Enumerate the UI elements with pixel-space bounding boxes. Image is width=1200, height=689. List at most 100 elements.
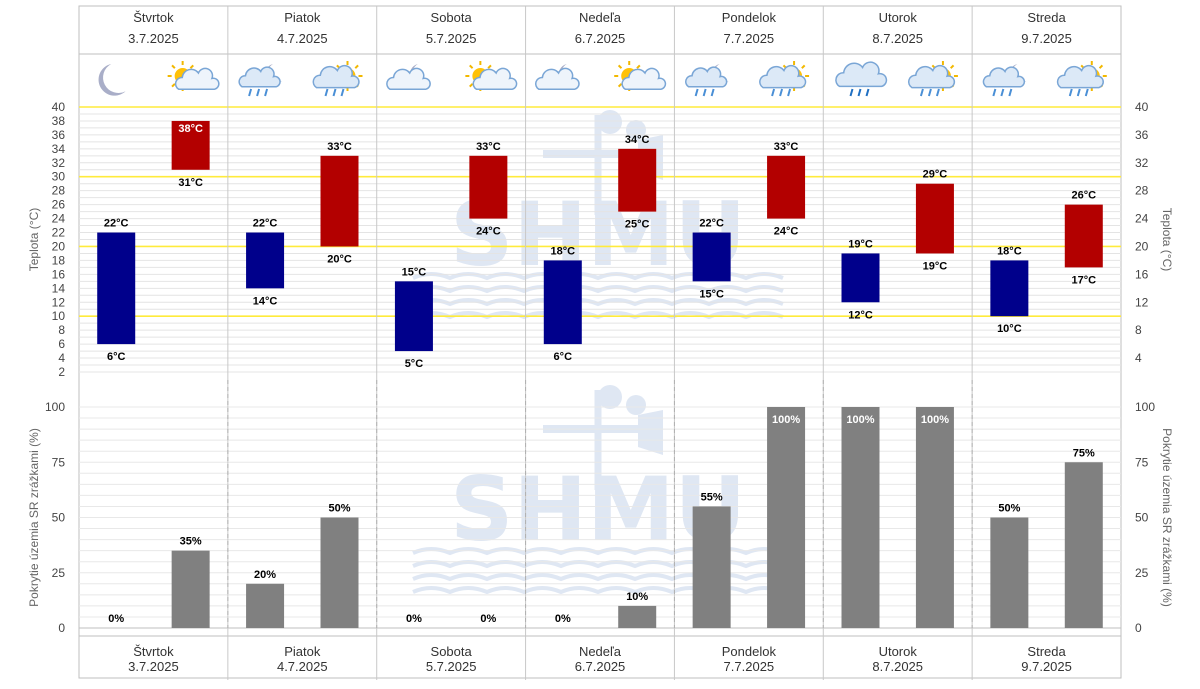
- precip-axis-title-right: Pokrytie územia SR zrážkami (%): [1160, 428, 1174, 607]
- precip-tick-left: 50: [52, 511, 66, 525]
- temp-tick-right: 32: [1135, 156, 1149, 170]
- rain-drop: [710, 88, 715, 97]
- temp-tick-left: 20: [52, 239, 66, 253]
- sun-ray: [487, 64, 492, 69]
- sun-ray: [171, 83, 176, 88]
- temp-tick-left: 2: [58, 365, 65, 379]
- footer-day-name: Nedeľa: [579, 644, 622, 659]
- footer-day-date: 6.7.2025: [575, 659, 626, 674]
- rain-drop: [1084, 88, 1089, 97]
- rain-drop: [779, 88, 784, 97]
- precip-bar: [990, 517, 1029, 628]
- precip-value-label: 0%: [480, 613, 496, 625]
- sun-cloud-icon: [614, 61, 667, 91]
- temp-tick-left: 40: [52, 100, 66, 114]
- temp-min-label: 6°C: [554, 351, 573, 363]
- sun-ray: [189, 64, 194, 69]
- temp-max-label: 15°C: [402, 266, 427, 278]
- footer-day-date: 7.7.2025: [724, 659, 775, 674]
- sun-cloud-rain-icon: [759, 61, 810, 97]
- rain-drop: [787, 88, 792, 97]
- temp-min-label: 14°C: [253, 295, 278, 307]
- header-day-name: Sobota: [431, 10, 473, 25]
- temp-tick-left: 32: [52, 156, 66, 170]
- temp-tick-left: 8: [58, 323, 65, 337]
- temp-max-label: 22°C: [699, 218, 724, 230]
- temp-tick-left: 34: [52, 142, 66, 156]
- moon-cloud-icon: [535, 64, 580, 90]
- temp-tick-right: 36: [1135, 128, 1149, 142]
- sun-cloud-icon: [167, 61, 220, 91]
- sun-ray: [617, 83, 623, 88]
- day-temp-bar: [618, 148, 657, 212]
- sun-cloud-rain-icon: [1056, 61, 1107, 97]
- night-temp-bar: [246, 232, 285, 289]
- cloud-shape: [908, 64, 956, 89]
- temp-tick-left: 14: [52, 281, 66, 295]
- temp-max-label: 29°C: [923, 169, 948, 181]
- precip-tick-right: 75: [1135, 455, 1149, 469]
- temp-tick-left: 36: [52, 128, 66, 142]
- day-temp-bar: [469, 155, 508, 219]
- header-day-name: Nedeľa: [579, 10, 622, 25]
- cloud-shape: [174, 67, 220, 90]
- precip-value-label: 10%: [626, 591, 648, 603]
- precip-bar: [246, 583, 285, 628]
- rain-drop: [1068, 88, 1073, 97]
- precip-value-label: 0%: [555, 613, 571, 625]
- precip-tick-right: 0: [1135, 621, 1142, 635]
- header-day-date: 9.7.2025: [1021, 31, 1072, 46]
- cloud-shape: [238, 66, 281, 88]
- cloud-rain-icon: [835, 61, 888, 97]
- precip-bar: [171, 550, 210, 628]
- header-day-date: 7.7.2025: [724, 31, 775, 46]
- day-temp-bar: [915, 183, 954, 254]
- temp-max-label: 33°C: [774, 141, 799, 153]
- header-day-date: 5.7.2025: [426, 31, 477, 46]
- temp-min-label: 31°C: [178, 177, 203, 189]
- cloud-shape: [835, 61, 888, 88]
- temp-tick-left: 16: [52, 267, 66, 281]
- rain-drop: [992, 88, 997, 97]
- sun-ray: [469, 64, 474, 69]
- temp-min-label: 10°C: [997, 323, 1022, 335]
- footer-day-name: Utorok: [879, 644, 918, 659]
- precip-value-label: 55%: [701, 491, 723, 503]
- precip-tick-left: 0: [58, 621, 65, 635]
- watermark-vane: [543, 150, 653, 158]
- sun-ray: [617, 64, 623, 69]
- temp-max-label: 33°C: [476, 141, 501, 153]
- temp-tick-left: 28: [52, 184, 66, 198]
- precip-bar: [1064, 462, 1103, 628]
- precip-tick-left: 25: [52, 566, 66, 580]
- night-temp-bar: [990, 260, 1029, 317]
- sun-ray: [636, 64, 641, 69]
- temp-max-label: 22°C: [253, 218, 278, 230]
- temp-tick-left: 10: [52, 309, 66, 323]
- precip-axis-title-left: Pokrytie územia SR zrážkami (%): [27, 428, 41, 607]
- precip-tick-right: 25: [1135, 566, 1149, 580]
- precip-bar: [692, 506, 731, 628]
- header-day-date: 4.7.2025: [277, 31, 328, 46]
- temp-tick-right: 24: [1135, 212, 1149, 226]
- cloud-shape: [759, 64, 807, 89]
- temp-tick-right: 4: [1135, 351, 1142, 365]
- footer-day-name: Pondelok: [722, 644, 777, 659]
- temp-tick-left: 24: [52, 212, 66, 226]
- rain-drop: [248, 88, 253, 97]
- temp-tick-left: 18: [52, 253, 66, 267]
- moon-shape: [98, 63, 126, 96]
- temp-min-label: 15°C: [699, 288, 724, 300]
- footer-day-name: Štvrtok: [133, 644, 174, 659]
- rain-drop: [865, 88, 870, 97]
- sun-cloud-rain-icon: [908, 61, 958, 97]
- footer-day-name: Sobota: [431, 644, 473, 659]
- precip-bar: [618, 605, 657, 628]
- header-day-date: 3.7.2025: [128, 31, 179, 46]
- temp-max-label: 33°C: [327, 141, 352, 153]
- sun-ray: [1098, 64, 1104, 69]
- temp-max-label: 19°C: [848, 238, 873, 250]
- temp-min-label: 24°C: [774, 226, 799, 238]
- precip-value-label: 0%: [406, 613, 422, 625]
- watermark-wave: [412, 285, 784, 294]
